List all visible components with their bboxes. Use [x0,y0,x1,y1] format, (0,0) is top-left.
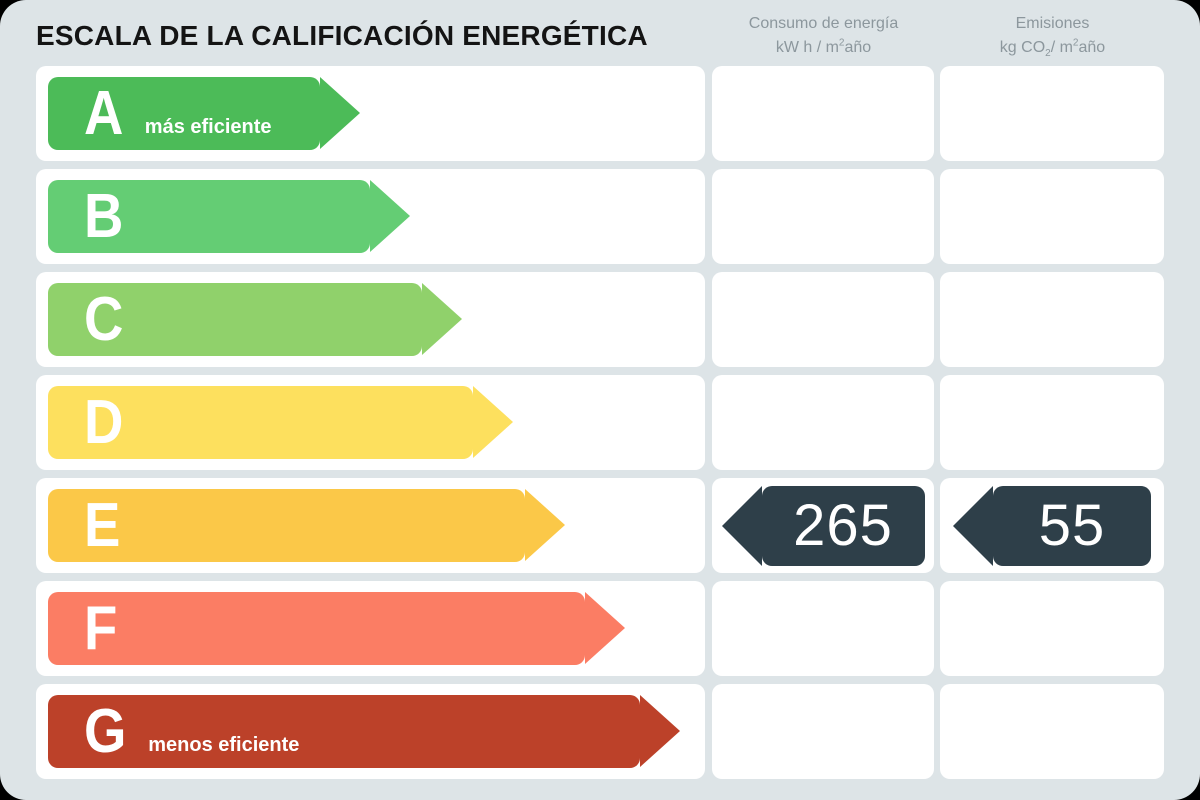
column-header-emisiones: Emisiones kg CO2/ m2año [941,14,1164,65]
consumo-badge-wrap: 265 [712,478,934,573]
grade-letter-b: B [84,181,124,251]
grade-letter-e: E [84,490,121,560]
scale-row-a: A más eficiente [36,66,705,161]
grade-arrow-g: G menos eficiente [48,695,680,768]
consumo-cell-g [712,684,934,779]
consumo-cell-c [712,272,934,367]
consumo-cell-f [712,581,934,676]
emisiones-cell-e: 55 [940,478,1164,573]
emisiones-value-badge: 55 [953,485,1151,566]
scale-row-f: F [36,581,705,676]
grade-letter-f: F [84,593,118,663]
emisiones-header-title: Emisiones [1015,15,1090,32]
emisiones-cell-c [940,272,1164,367]
grade-arrow-d: D [48,386,513,459]
consumo-cell-d [712,375,934,470]
scale-row-c: C [36,272,705,367]
consumo-value-badge: 265 [721,485,925,566]
scale-row-g: G menos eficiente [36,684,705,779]
emisiones-cell-f [940,581,1164,676]
consumo-value: 265 [793,492,893,558]
emisiones-cell-d [940,375,1164,470]
emisiones-value: 55 [1038,492,1106,558]
consumo-header-unit: kW h / m2año [775,38,872,57]
page-title: ESCALA DE LA CALIFICACIÓN ENERGÉTICA [36,20,648,51]
grade-letter-c: C [84,284,124,354]
emisiones-cell-g [940,684,1164,779]
consumo-cell-a [712,66,934,161]
emisiones-header-unit: kg CO2/ m2año [999,38,1106,60]
grade-arrow-e: E [48,489,565,562]
consumo-cell-e: 265 [712,478,934,573]
consumo-header-title: Consumo de energía [748,15,899,32]
grade-letter-a: A [84,78,124,148]
column-header-consumo: Consumo de energía kW h / m2año [712,14,935,58]
grade-arrow-f: F [48,592,625,665]
emisiones-cell-a [940,66,1164,161]
consumo-cell-b [712,169,934,264]
scale-row-b: B [36,169,705,264]
emisiones-cell-b [940,169,1164,264]
emisiones-badge-wrap: 55 [940,478,1164,573]
grade-note-a: más eficiente [144,116,272,138]
grade-letter-g: G [84,696,127,766]
grade-letter-d: D [84,387,124,457]
grade-note-g: menos eficiente [148,734,300,756]
grade-arrow-a: A más eficiente [48,77,360,150]
scale-row-e: E [36,478,705,573]
grade-arrow-c: C [48,283,462,356]
scale-row-d: D [36,375,705,470]
grade-arrow-b: B [48,180,410,253]
